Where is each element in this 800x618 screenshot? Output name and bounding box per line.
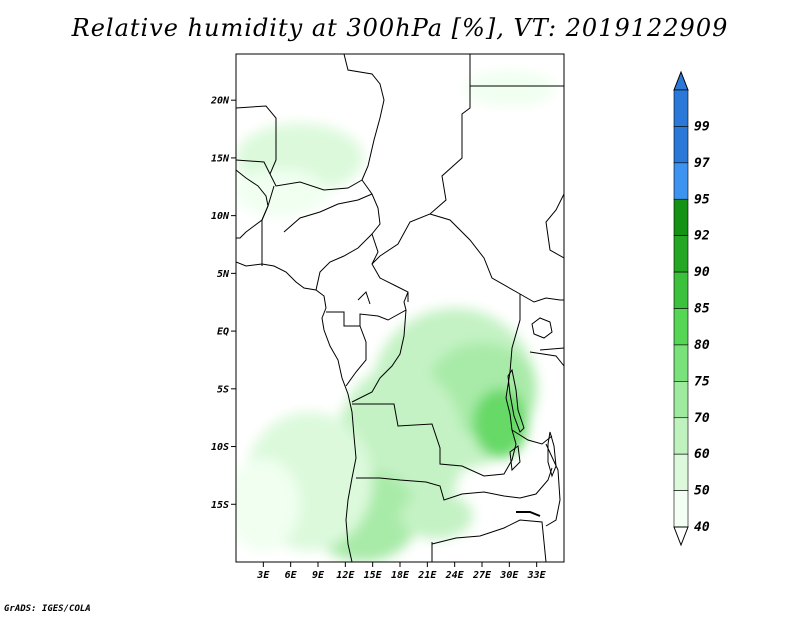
legend-label: 90 [694,265,710,280]
humidity-region [472,388,528,459]
lake-mweru [509,445,521,472]
legend-label: 80 [694,338,710,353]
lake-kariba [516,511,541,517]
lon-tick-label: 3E [256,570,270,581]
border [236,159,271,175]
lat-tick-label: 20N [210,96,230,107]
legend-label: 95 [694,192,710,207]
legend-swatch [673,126,689,164]
border [371,54,471,265]
legend-bottom-arrow [673,526,689,547]
legend-swatch [673,235,689,273]
lon-tick-label: 6E [285,570,298,581]
humidity-region [236,458,300,551]
lake-tanganyika [507,368,525,433]
legend-swatch [673,344,689,382]
border [326,291,409,327]
color-legend: 99 97 95 92 90 85 80 75 70 60 50 40 [673,70,710,547]
legend-label: 40 [694,520,710,535]
border [429,213,564,303]
lon-tick-label: 27E [472,570,492,581]
humidity-region [400,492,473,539]
humidity-region [236,169,328,216]
coastline-gulf [236,261,357,562]
border [431,519,547,562]
border [345,325,367,387]
lat-tick-label: 15N [211,153,230,164]
legend-label: 92 [694,229,710,244]
legend-label: 75 [694,374,710,389]
legend-label: 99 [694,119,710,134]
legend-label: 85 [694,302,710,317]
country-borders [236,54,564,562]
lat-tick-label: 10S [211,442,229,453]
border [352,403,517,477]
lake-malawi [547,431,557,478]
legend-label: 97 [694,156,710,171]
border [351,309,407,403]
lat-tick-label: 5S [217,384,229,395]
lon-tick-label: 12E [336,570,355,581]
lon-tick-label: 30E [499,570,519,581]
legend-swatch [673,308,689,346]
border [505,294,553,445]
legend-label: 60 [694,447,710,462]
lat-tick-label: 15S [211,500,229,511]
border [236,54,409,302]
humidity-shading [236,71,555,562]
humidity-region [463,71,555,106]
latitude-axis: 20N 15N 10N 5N EQ 5S 10S 15S [210,96,236,511]
border [236,105,363,191]
lon-tick-label: 21E [417,570,437,581]
longitude-axis: 3E 6E 9E 12E 15E 18E 21E 24E 27E 30E 33E [256,562,547,581]
border [529,351,564,367]
legend-label: 50 [694,484,710,499]
legend-swatch [673,381,689,419]
lon-tick-label: 33E [527,570,547,581]
map-title: Relative humidity at 300hPa [%], VT: 201… [71,14,729,42]
border [315,233,373,291]
lon-tick-label: 24E [445,570,465,581]
lon-tick-label: 15E [364,570,383,581]
border [545,443,561,527]
lat-tick-label: 5N [217,269,230,280]
border [283,193,373,233]
legend-label: 70 [694,411,710,426]
lat-tick-label: EQ [217,327,229,338]
border [539,347,564,351]
lat-tick-label: 10N [211,211,230,222]
legend-swatch [673,490,689,528]
border [356,467,553,501]
legend-swatch [673,198,689,236]
lake-victoria [531,317,553,339]
border [545,193,564,259]
border [261,185,275,266]
lon-tick-label: 18E [391,570,410,581]
lake-volta [357,291,371,305]
legend-top-arrow [673,70,689,91]
legend-swatch [673,417,689,455]
lon-tick-label: 9E [312,570,325,581]
plot-area: 20N 15N 10N 5N EQ 5S 10S 15S 3E 6E 9E 12E 15E 18E 21E… [210,53,565,581]
legend-swatch [673,89,689,127]
legend-swatch [673,453,689,491]
legend-swatch [673,162,689,200]
legend-swatch [673,271,689,309]
grads-credit: GrADS: IGES/COLA [4,604,91,614]
